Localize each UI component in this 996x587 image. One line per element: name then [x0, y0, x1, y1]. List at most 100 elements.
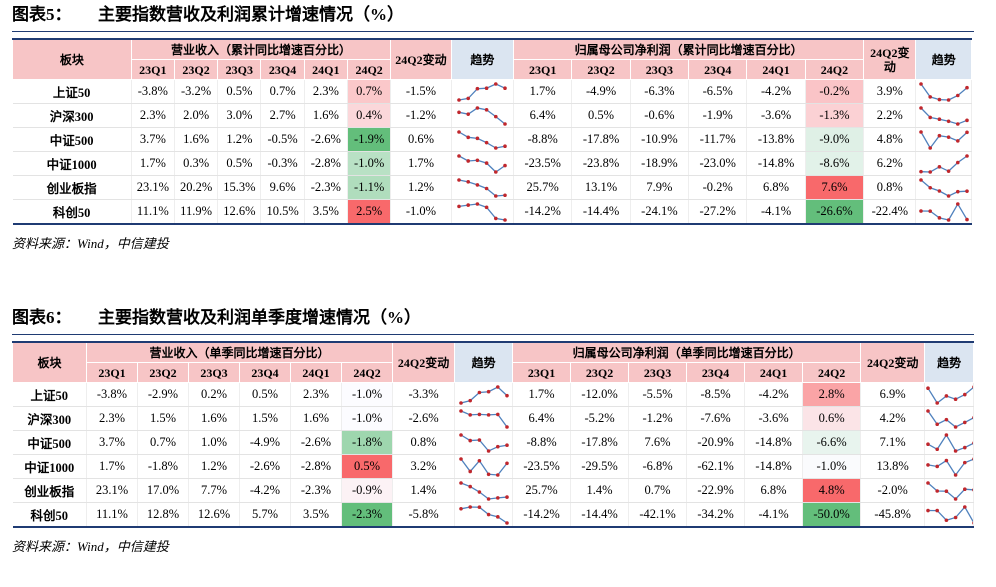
sparkline-point — [937, 215, 941, 220]
header-cell: 趋势 — [450, 38, 515, 80]
sparkline-point — [964, 217, 969, 221]
cell: -23.8% — [571, 151, 631, 176]
cell: 15.3% — [217, 175, 262, 200]
cell: -1.0% — [802, 454, 862, 479]
sparkline-point — [953, 472, 958, 477]
sparkline-point — [972, 488, 973, 491]
sparkline-point — [935, 421, 940, 426]
figure-title: 图表5： 主要指数营收及利润累计增速情况（%） — [12, 3, 974, 27]
sparkline-point — [955, 138, 960, 143]
cell: -1.9% — [347, 127, 392, 152]
sparkline-line — [920, 179, 967, 197]
cell: -7.6% — [686, 406, 746, 431]
sparkline-point — [486, 448, 490, 453]
cell: -1.0% — [341, 382, 394, 407]
sparkline-point — [495, 472, 500, 477]
sparkline-line — [460, 481, 507, 500]
sparkline-point — [963, 392, 967, 396]
cell: 23.1% — [86, 478, 138, 503]
cell: 23.1% — [131, 175, 175, 200]
cell: 3.5% — [304, 199, 348, 225]
header-row: 板块 营业收入（累计同比增速百分比） 24Q2变动 趋势 归属母公司净利润（累计同比增速… — [12, 38, 972, 80]
sparkline — [918, 177, 969, 198]
cell: -11.7% — [688, 127, 748, 152]
cell: -3.8% — [131, 79, 175, 104]
cell: -18.9% — [630, 151, 690, 176]
sparkline-point — [937, 188, 941, 193]
sparkline-point — [485, 140, 489, 144]
cell: -3.6% — [746, 103, 806, 128]
sparkline-point — [937, 97, 941, 101]
sparkline — [458, 408, 509, 429]
sparkline-line — [927, 482, 973, 500]
cell: 2.3% — [131, 103, 175, 128]
row: 创业板指 23.1% 20.2% 15.3% 9.6% -2.3% -1.1% 1.2% 25.… — [12, 175, 972, 200]
sparkline-point — [467, 438, 472, 442]
sparkline-point — [466, 202, 471, 207]
sparkline — [918, 129, 969, 150]
sparkline-point — [486, 512, 490, 516]
source: 资料来源：Wind，中信建投 — [12, 539, 169, 554]
cell: 0.7% — [260, 79, 305, 104]
sparkline-point — [475, 201, 480, 206]
header-cell: 23Q2 — [137, 362, 189, 383]
sparkline-point — [466, 158, 471, 163]
cell: -2.8% — [304, 151, 348, 176]
cell: -1.9% — [688, 103, 748, 128]
cell: -1.2% — [628, 406, 688, 431]
sparkline-point — [955, 121, 960, 126]
sparkline-point — [964, 153, 969, 158]
sparkline-line — [920, 154, 968, 173]
sparkline-point — [503, 121, 508, 126]
cell: -5.5% — [628, 382, 688, 407]
cell: 0.6% — [802, 406, 862, 431]
cell: -2.3% — [290, 478, 342, 503]
header-cell: 23Q4 — [688, 59, 748, 80]
sparkline-point — [477, 412, 481, 416]
sparkline-point — [475, 136, 480, 140]
sparkline-point — [495, 514, 500, 519]
cell: -1.8% — [137, 454, 189, 479]
change-cell: 3.9% — [863, 79, 917, 104]
sparkline-point — [918, 129, 923, 134]
trend-cell — [915, 103, 972, 128]
title: 主要指数营收及利润单季度增速情况（%） — [98, 308, 421, 327]
sparkline-point — [946, 193, 951, 198]
trend-cell — [454, 430, 514, 455]
trend-cell — [924, 502, 975, 528]
sparkline-point — [918, 169, 923, 173]
sparkline-point — [504, 442, 509, 447]
cell: 7.6% — [628, 430, 688, 455]
cell: 1.6% — [304, 103, 348, 128]
cell: -42.1% — [628, 502, 688, 528]
cell: 25.7% — [513, 175, 573, 200]
sparkline-line — [920, 202, 968, 221]
cell: 1.7% — [86, 454, 138, 479]
cell: 1.2% — [188, 454, 240, 479]
cell: 0.3% — [174, 151, 219, 176]
row-label: 科创50 — [12, 502, 87, 528]
cell: -50.0% — [802, 502, 862, 528]
sparkline-point — [458, 480, 463, 485]
row: 科创50 11.1% 12.8% 12.6% 5.7% 3.5% -2.3% -5.8% -14… — [12, 502, 975, 528]
change-cell: 4.8% — [863, 127, 917, 152]
sparkline-point — [467, 398, 472, 402]
cell: 0.5% — [341, 454, 394, 479]
cell: 1.6% — [290, 406, 342, 431]
sparkline-point — [972, 441, 973, 444]
cell: 7.6% — [805, 175, 865, 200]
sparkline-point — [928, 145, 932, 150]
cell: -4.2% — [239, 478, 291, 503]
sparkline-point — [944, 458, 949, 462]
change-cell: 0.6% — [390, 127, 452, 152]
cell: 9.6% — [260, 175, 305, 200]
cell: -1.8% — [341, 430, 394, 455]
sparkline-point — [477, 458, 481, 463]
change-cell: -22.4% — [863, 199, 917, 225]
cell: 0.5% — [571, 103, 631, 128]
sparkline-point — [928, 115, 932, 119]
sparkline-point — [928, 94, 932, 99]
cell: -1.0% — [347, 151, 392, 176]
figure-label: 图表5： — [12, 5, 72, 24]
sparkline-point — [467, 504, 472, 509]
